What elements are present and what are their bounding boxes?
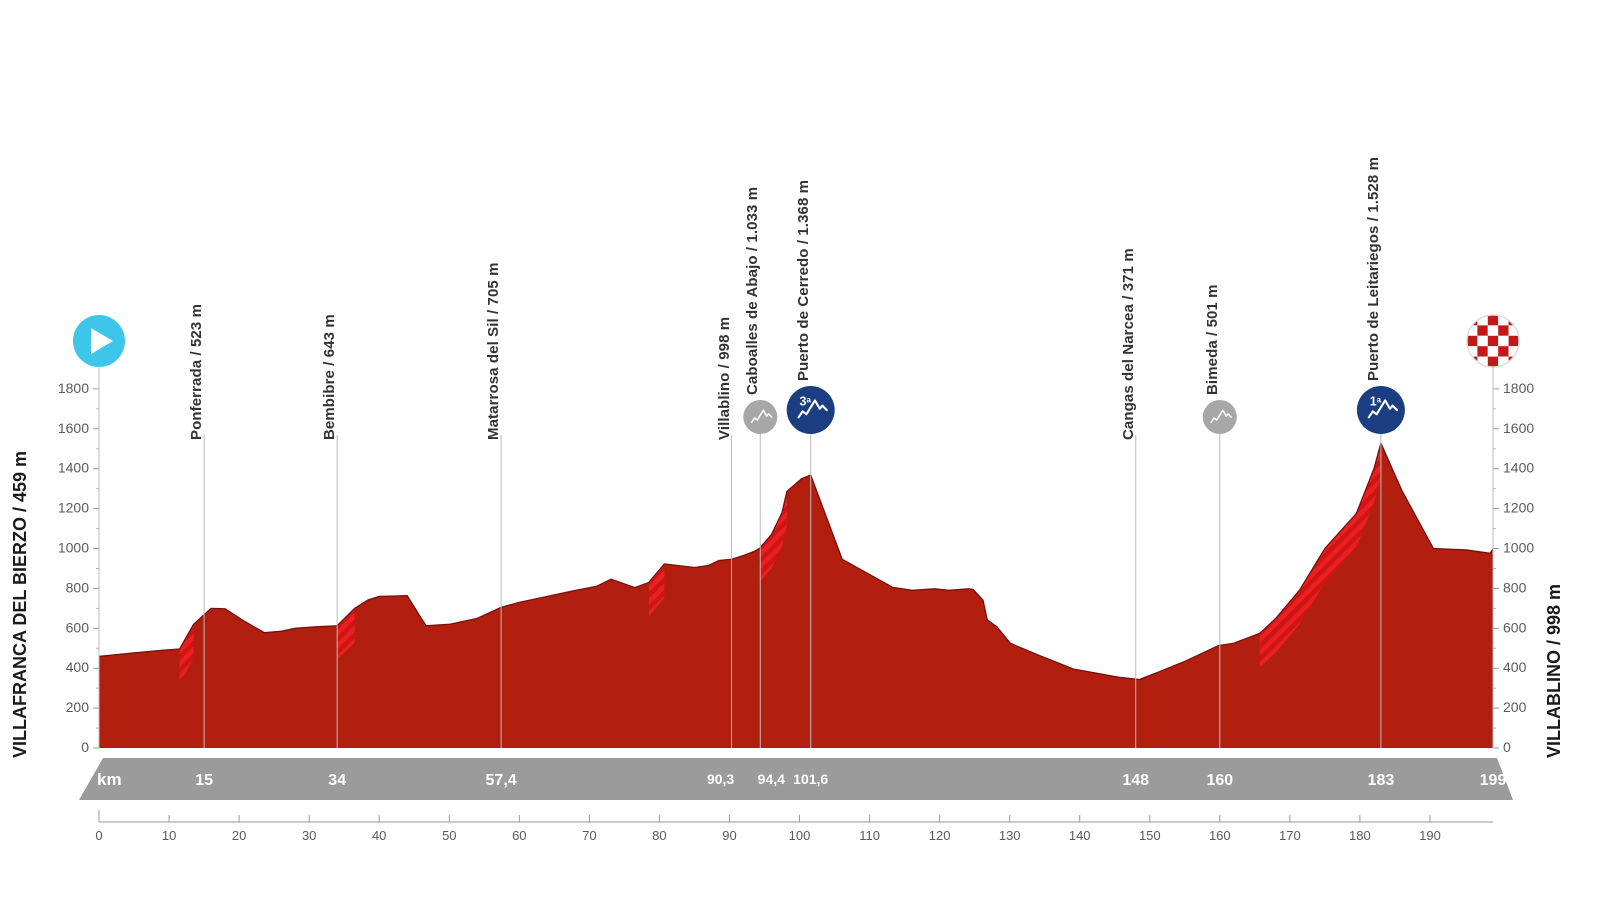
svg-text:1200: 1200 bbox=[1503, 500, 1534, 516]
svg-text:90: 90 bbox=[722, 828, 736, 843]
svg-text:170: 170 bbox=[1279, 828, 1301, 843]
svg-text:1600: 1600 bbox=[1503, 420, 1534, 436]
svg-text:800: 800 bbox=[66, 579, 90, 595]
svg-text:0: 0 bbox=[81, 739, 89, 755]
svg-text:100: 100 bbox=[789, 828, 811, 843]
svg-text:160: 160 bbox=[1206, 772, 1233, 789]
svg-text:120: 120 bbox=[929, 828, 951, 843]
svg-text:800: 800 bbox=[1503, 579, 1527, 595]
svg-text:30: 30 bbox=[302, 828, 316, 843]
svg-text:200: 200 bbox=[66, 699, 90, 715]
svg-text:400: 400 bbox=[66, 659, 90, 675]
svg-text:600: 600 bbox=[1503, 619, 1527, 635]
svg-text:90,3: 90,3 bbox=[707, 771, 734, 787]
svg-text:150: 150 bbox=[1139, 828, 1161, 843]
svg-text:148: 148 bbox=[1122, 772, 1149, 789]
svg-text:180: 180 bbox=[1349, 828, 1371, 843]
svg-text:190: 190 bbox=[1419, 828, 1441, 843]
svg-text:0: 0 bbox=[95, 828, 102, 843]
svg-text:183: 183 bbox=[1368, 772, 1395, 789]
svg-text:1400: 1400 bbox=[58, 460, 89, 476]
svg-text:60: 60 bbox=[512, 828, 526, 843]
svg-text:600: 600 bbox=[66, 619, 90, 635]
svg-text:0: 0 bbox=[1503, 739, 1511, 755]
svg-text:10: 10 bbox=[162, 828, 176, 843]
svg-text:1600: 1600 bbox=[58, 420, 89, 436]
svg-text:1000: 1000 bbox=[58, 540, 89, 556]
svg-text:80: 80 bbox=[652, 828, 666, 843]
svg-text:160: 160 bbox=[1209, 828, 1231, 843]
svg-text:400: 400 bbox=[1503, 659, 1527, 675]
svg-text:199: 199 bbox=[1480, 772, 1507, 789]
svg-text:20: 20 bbox=[232, 828, 246, 843]
svg-text:130: 130 bbox=[999, 828, 1021, 843]
svg-text:1800: 1800 bbox=[1503, 380, 1534, 396]
svg-text:101,6: 101,6 bbox=[793, 771, 828, 787]
svg-text:200: 200 bbox=[1503, 699, 1527, 715]
svg-text:1000: 1000 bbox=[1503, 540, 1534, 556]
svg-text:1200: 1200 bbox=[58, 500, 89, 516]
svg-text:km: km bbox=[97, 770, 122, 789]
svg-text:70: 70 bbox=[582, 828, 596, 843]
svg-text:50: 50 bbox=[442, 828, 456, 843]
svg-text:94,4: 94,4 bbox=[758, 771, 785, 787]
svg-text:140: 140 bbox=[1069, 828, 1091, 843]
svg-text:57,4: 57,4 bbox=[486, 772, 517, 789]
svg-text:15: 15 bbox=[195, 772, 213, 789]
svg-text:40: 40 bbox=[372, 828, 386, 843]
svg-text:110: 110 bbox=[859, 828, 880, 843]
svg-text:34: 34 bbox=[328, 772, 346, 789]
svg-text:1800: 1800 bbox=[58, 380, 89, 396]
svg-text:1400: 1400 bbox=[1503, 460, 1534, 476]
